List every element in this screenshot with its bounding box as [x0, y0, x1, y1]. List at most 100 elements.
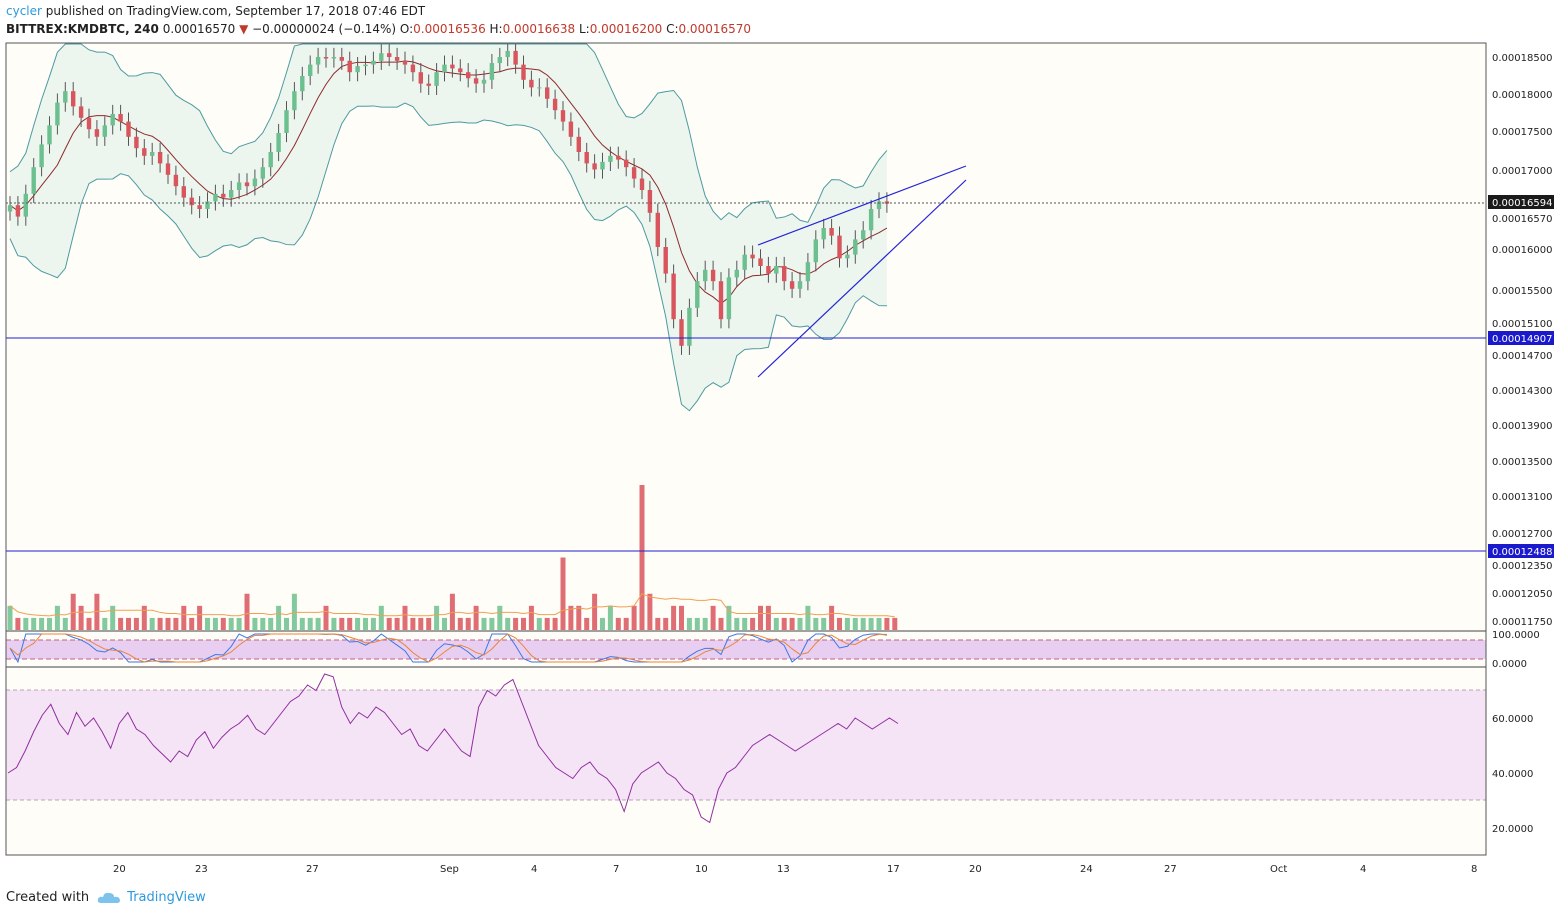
volume-bar: [149, 617, 155, 630]
volume-bar: [284, 617, 289, 630]
volume-bar: [686, 617, 692, 630]
bollinger-basis: [9, 60, 888, 305]
candle-body: [276, 133, 281, 152]
volume-bar: [536, 617, 542, 630]
candle-body: [347, 60, 352, 73]
candle-body: [7, 205, 13, 212]
volume-bar: [844, 617, 850, 630]
time-tick: 20: [969, 864, 982, 875]
volume-bar: [821, 617, 827, 630]
bollinger-lower: [9, 102, 887, 412]
candle-body: [110, 114, 115, 126]
volume-bar: [655, 617, 661, 630]
volume-bar: [260, 617, 266, 630]
change-down-icon: ▼: [239, 22, 249, 36]
price-tick: 0.00012700: [1492, 529, 1552, 540]
candle-body: [260, 167, 265, 179]
candle-body: [363, 64, 368, 67]
volume-bar: [702, 617, 708, 630]
candle-body: [252, 178, 258, 187]
volume-bar: [710, 605, 716, 630]
time-tick: Sep: [440, 864, 459, 875]
volume-bar: [813, 617, 819, 630]
volume-bar: [62, 617, 68, 630]
time-tick: 27: [1164, 864, 1177, 875]
volume-bar: [410, 617, 416, 630]
volume-bar: [323, 605, 329, 630]
candle-body: [426, 83, 431, 86]
volume-bar: [418, 617, 424, 630]
volume-bar: [742, 617, 748, 630]
volume-bar: [600, 617, 605, 630]
volume-bar: [70, 593, 76, 630]
candle-body: [608, 155, 613, 162]
volume-bar: [315, 617, 321, 630]
volume-bar: [671, 605, 677, 630]
candle-body: [687, 307, 692, 346]
candle-body: [173, 174, 179, 187]
candle-body: [379, 53, 384, 61]
volume-bar: [173, 617, 179, 630]
candle-body: [513, 50, 518, 65]
tradingview-brand-link[interactable]: TradingView: [127, 890, 206, 905]
price-tick: 0.00017000: [1492, 166, 1552, 177]
volume-bar: [378, 605, 384, 630]
rsi-tick: 40.0000: [1492, 769, 1533, 780]
candle-body: [497, 57, 502, 64]
candle-body: [663, 247, 668, 274]
price-axis[interactable]: 0.00018500 0.00018000 0.00017500 0.00017…: [1488, 53, 1554, 835]
volume-bar: [663, 617, 669, 630]
candle-body: [473, 78, 479, 84]
candle-body: [23, 193, 28, 217]
candle-body: [47, 125, 52, 145]
candle-body: [861, 230, 866, 240]
price-tick: 0.00018500: [1492, 53, 1552, 64]
published-text: published on TradingView.com, September …: [45, 4, 426, 18]
candle-body: [434, 72, 439, 86]
candle-body: [300, 76, 305, 92]
volume-bar: [607, 605, 613, 630]
candle-body: [631, 167, 637, 179]
volume-bar: [331, 617, 337, 630]
author-link[interactable]: cycler: [6, 4, 42, 18]
close-label: C:: [666, 22, 679, 36]
low-value: 0.00016200: [589, 22, 663, 36]
candle-body: [55, 102, 60, 126]
symbol-label[interactable]: BITTREX:KMDBTC, 240: [6, 22, 159, 36]
volume-bar: [884, 617, 890, 630]
candle-body: [150, 152, 155, 156]
volume-bar: [457, 617, 463, 630]
volume-bar: [481, 617, 487, 630]
candle-body: [505, 50, 510, 57]
volume-bar: [623, 617, 629, 630]
time-tick: 4: [1360, 864, 1366, 875]
price-tick: 0.00015100: [1492, 319, 1552, 330]
time-axis[interactable]: 20 23 27 Sep 4 7 10 13 17 20 24 27 Oct 4…: [6, 854, 1486, 875]
candle-body: [142, 148, 147, 156]
candle-body: [308, 64, 313, 76]
volume-bar: [299, 617, 305, 630]
candle-body: [750, 254, 755, 259]
wedge-upper-trendline[interactable]: [757, 165, 967, 246]
high-value: 0.00016638: [502, 22, 576, 36]
hline-tag-2: [1488, 544, 1554, 558]
volume-bar: [363, 617, 368, 630]
candle-body: [758, 258, 763, 266]
candle-body: [15, 205, 21, 217]
candle-body: [695, 281, 700, 308]
candle-body: [315, 57, 321, 65]
publish-info: cycler published on TradingView.com, Sep…: [6, 4, 425, 18]
candle-body: [331, 57, 337, 59]
price-tick: 0.00012350: [1492, 561, 1552, 572]
volume-bar: [805, 605, 811, 630]
candle-body: [181, 186, 186, 198]
candle-body: [221, 193, 226, 198]
open-label: O:: [399, 22, 414, 36]
candle-body: [521, 64, 526, 80]
rsi-line: [7, 673, 899, 824]
volume-bar: [442, 617, 447, 630]
price-tick: 0.00012050: [1492, 589, 1552, 600]
volume-bar: [750, 617, 756, 630]
wedge-lower-trendline[interactable]: [757, 179, 967, 378]
